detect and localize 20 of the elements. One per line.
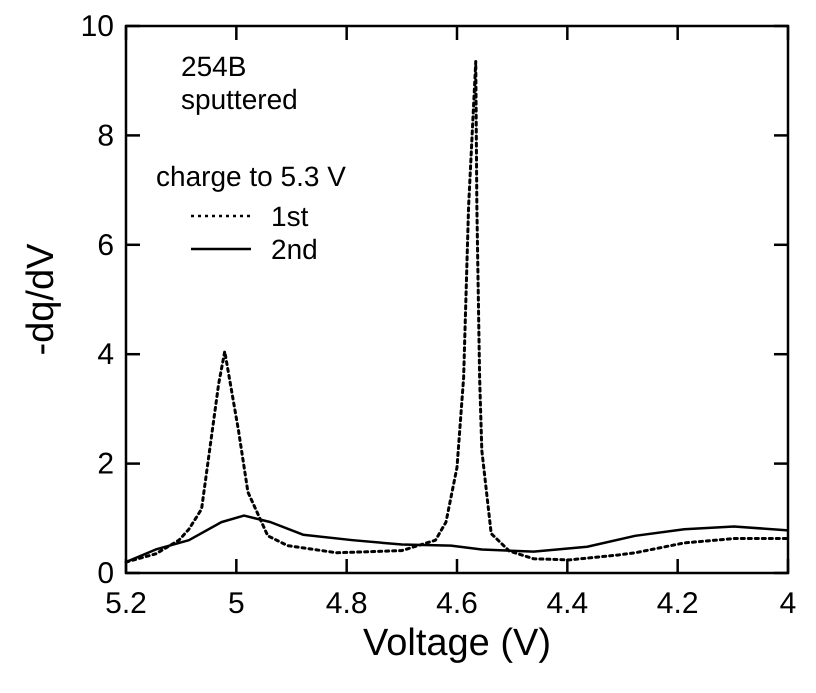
annotation: sputtered (181, 84, 298, 115)
y-tick-label: 10 (80, 10, 114, 43)
x-tick-label: 4.6 (436, 587, 478, 620)
x-tick-label: 5 (228, 587, 245, 620)
x-tick-label: 4.2 (656, 587, 699, 620)
x-tick-label: 4.8 (326, 587, 368, 620)
y-axis-title: -dq/dV (20, 242, 62, 356)
legend-title: charge to 5.3 V (156, 161, 346, 192)
x-tick-label: 4.4 (546, 587, 588, 620)
x-axis-title: Voltage (V) (363, 622, 551, 664)
legend-label: 1st (271, 201, 309, 232)
x-tick-label: 5.2 (105, 587, 147, 620)
annotation: 254B (181, 51, 246, 82)
y-tick-label: 4 (97, 338, 114, 372)
y-tick-label: 8 (97, 119, 114, 152)
legend-label: 2nd (271, 234, 318, 265)
y-tick-label: 0 (97, 557, 114, 590)
y-tick-label: 6 (97, 228, 114, 262)
x-tick-label: 4 (780, 587, 796, 620)
y-tick-label: 2 (97, 448, 114, 481)
